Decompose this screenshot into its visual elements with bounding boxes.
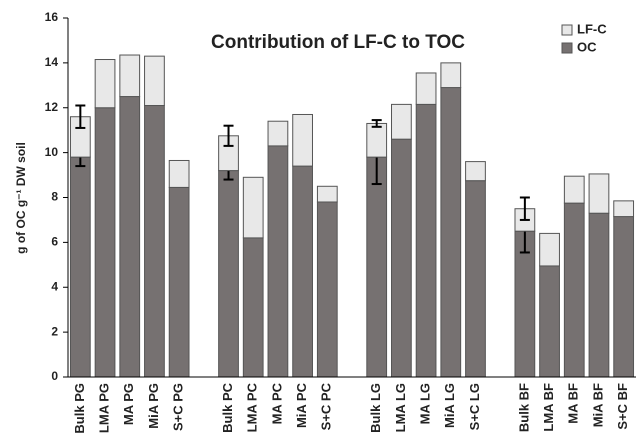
bar-segment xyxy=(440,62,462,89)
error-bar xyxy=(223,124,234,147)
error-bar xyxy=(75,104,86,129)
bar-segment xyxy=(415,103,437,378)
bar-segment xyxy=(613,216,635,378)
x-tick-label: MiA LG xyxy=(442,383,457,428)
x-tick-label: S+C BF xyxy=(615,383,630,430)
bar-segment xyxy=(144,55,165,107)
bar-segment xyxy=(267,120,289,147)
bar-segment xyxy=(69,156,91,378)
bar-segment xyxy=(366,122,388,158)
y-tick-label: 2 xyxy=(51,324,58,338)
x-tick-label: Bulk PC xyxy=(220,382,235,432)
bar-segment xyxy=(391,138,412,378)
bar-segment xyxy=(316,201,338,378)
x-tick-label: LMA LG xyxy=(393,383,408,432)
y-axis-label: g of OC g⁻¹ DW soil xyxy=(14,142,28,254)
bar-segment xyxy=(242,237,264,378)
y-tick-label: 6 xyxy=(51,235,58,249)
x-tick-label: Bulk PG xyxy=(72,383,87,434)
y-tick-label: 14 xyxy=(45,55,59,69)
x-tick-label: MA PG xyxy=(121,383,136,425)
legend-swatch xyxy=(561,24,573,36)
x-tick-label: Bulk BF xyxy=(516,383,531,432)
x-tick-label: MA BF xyxy=(566,383,581,424)
bar-segment xyxy=(144,105,165,378)
y-tick-label: 0 xyxy=(51,369,58,383)
x-tick-label: LMA PG xyxy=(96,383,111,433)
y-tick-label: 12 xyxy=(45,100,59,114)
bar-segment xyxy=(292,113,313,167)
bar-segment xyxy=(168,159,190,188)
bar-segment xyxy=(539,265,560,378)
x-tick-label: MiA BF xyxy=(590,383,605,427)
bar-segment xyxy=(119,54,141,98)
x-tick-label: MiA PC xyxy=(294,382,309,428)
y-tick-label: 10 xyxy=(45,145,59,159)
x-tick-label: S+C PG xyxy=(171,383,186,431)
x-tick-label: S+C LG xyxy=(467,383,482,430)
bar-segment xyxy=(366,156,388,378)
legend-label: LF-C xyxy=(577,21,607,36)
error-bar xyxy=(371,119,382,128)
bar-segment xyxy=(588,212,610,378)
bar-segment xyxy=(94,59,116,109)
x-tick-label: Bulk LG xyxy=(368,383,383,433)
bar-segment xyxy=(465,161,486,182)
bar-segment xyxy=(267,145,289,378)
chart-title: Contribution of LF-C to TOC xyxy=(211,32,465,53)
bar-segment xyxy=(292,165,313,378)
x-tick-label: S+C PC xyxy=(319,382,334,430)
bar-segment xyxy=(563,202,585,378)
y-tick-label: 4 xyxy=(51,279,58,293)
bar-segment xyxy=(316,185,338,203)
bar-segment xyxy=(119,96,141,378)
bar-segment xyxy=(242,176,264,239)
bar-segment xyxy=(168,186,190,378)
x-tick-label: MA PC xyxy=(269,382,284,424)
x-tick-label: MA LG xyxy=(418,383,433,424)
x-tick-label: LMA BF xyxy=(541,383,556,432)
legend-label: OC xyxy=(577,39,597,54)
bar-segment xyxy=(613,200,635,218)
bar-segment xyxy=(563,175,585,204)
y-tick-label: 8 xyxy=(51,190,58,204)
bar-segment xyxy=(465,180,486,378)
bar-segment xyxy=(415,72,437,105)
x-tick-label: MiA PG xyxy=(146,383,161,429)
bar-segment xyxy=(539,232,560,267)
bar-segment xyxy=(391,103,412,140)
bar-segment xyxy=(588,173,610,214)
x-tick-label: LMA PC xyxy=(245,382,260,432)
bar-segment xyxy=(440,87,462,378)
bar-segment xyxy=(94,107,116,378)
bar-segment xyxy=(218,170,239,378)
y-tick-label: 16 xyxy=(45,10,59,24)
error-bar xyxy=(519,196,530,221)
legend-swatch xyxy=(561,42,573,54)
